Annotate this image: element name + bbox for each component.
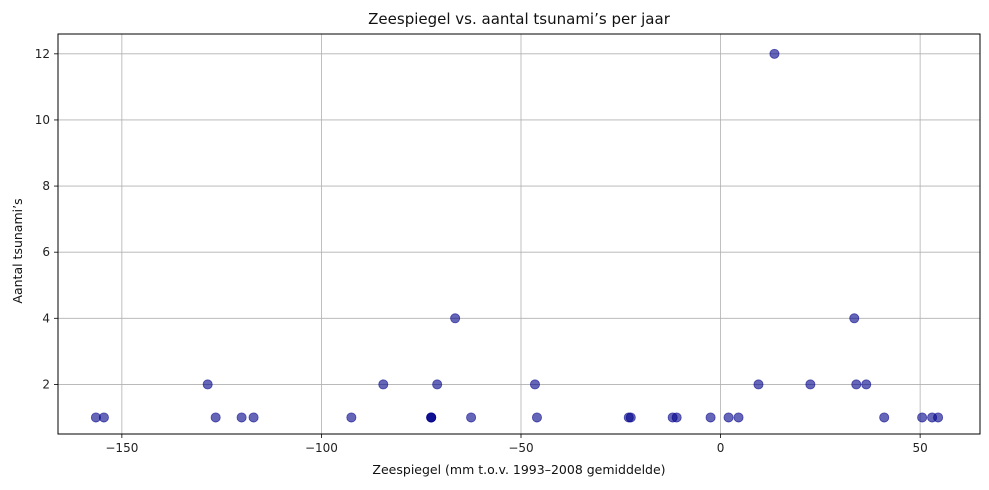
- chart-title: Zeespiegel vs. aantal tsunami’s per jaar: [368, 10, 671, 28]
- x-tick-label: −100: [305, 441, 338, 455]
- x-axis-label: Zeespiegel (mm t.o.v. 1993–2008 gemiddel…: [372, 462, 665, 477]
- data-point: [248, 412, 259, 423]
- data-point: [378, 379, 389, 390]
- data-point: [933, 412, 944, 423]
- data-point: [705, 412, 716, 423]
- data-point: [346, 412, 357, 423]
- x-tick-label: −50: [508, 441, 533, 455]
- x-tick-label: 50: [912, 441, 927, 455]
- data-point: [733, 412, 744, 423]
- y-axis-label: Aantal tsunami’s: [10, 198, 25, 303]
- data-point: [849, 313, 860, 324]
- data-points: [90, 48, 944, 423]
- data-point: [753, 379, 764, 390]
- data-point: [917, 412, 928, 423]
- plot-frame: [57, 33, 981, 435]
- data-point: [723, 412, 734, 423]
- x-axis-ticks: −150 −100 −50 0 50: [105, 434, 928, 455]
- data-point: [450, 313, 461, 324]
- data-point: [236, 412, 247, 423]
- data-point: [861, 379, 872, 390]
- data-point: [851, 379, 862, 390]
- data-point: [879, 412, 890, 423]
- y-tick-label: 6: [42, 245, 50, 259]
- data-point: [426, 412, 437, 423]
- y-tick-label: 2: [42, 377, 50, 391]
- data-point: [210, 412, 221, 423]
- y-tick-label: 10: [35, 113, 50, 127]
- data-point: [98, 412, 109, 423]
- data-point: [529, 379, 540, 390]
- data-point: [625, 412, 636, 423]
- data-point: [432, 379, 443, 390]
- data-point: [805, 379, 816, 390]
- y-tick-label: 4: [42, 311, 50, 325]
- grid-lines: [58, 34, 980, 434]
- y-tick-label: 8: [42, 179, 50, 193]
- y-tick-label: 12: [35, 47, 50, 61]
- x-tick-label: 0: [717, 441, 725, 455]
- y-axis-ticks: 2 4 6 8 10 12: [35, 47, 58, 391]
- data-point: [531, 412, 542, 423]
- data-point: [202, 379, 213, 390]
- data-point: [466, 412, 477, 423]
- data-point: [671, 412, 682, 423]
- x-tick-label: −150: [105, 441, 138, 455]
- data-point: [769, 48, 780, 59]
